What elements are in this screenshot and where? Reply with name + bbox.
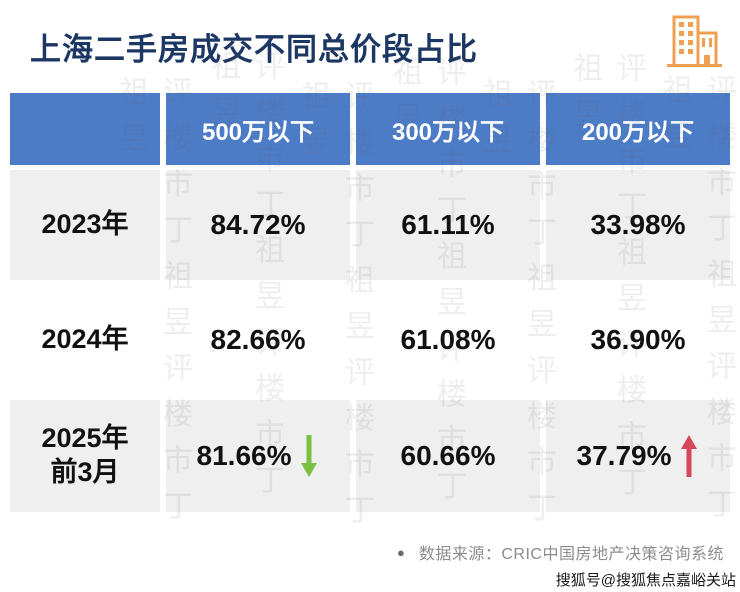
data-source-note: ● 数据来源：CRIC中国房地产决策咨询系统 bbox=[397, 540, 724, 564]
value-2025-under-300: 60.66% bbox=[400, 440, 496, 471]
table-cell: 33.98% bbox=[546, 170, 730, 280]
table-row-label: 2023年 bbox=[10, 170, 160, 280]
table-corner-cell bbox=[10, 93, 160, 165]
row-label-2023: 2023年 bbox=[41, 209, 129, 240]
value-2025-under-200: 37.79% bbox=[576, 440, 672, 471]
row-label-2025: 2025年 前3月 bbox=[41, 423, 129, 487]
header: 上海二手房成交不同总价段占比 bbox=[30, 10, 726, 72]
value-2025-under-500: 81.66% bbox=[196, 440, 292, 471]
value-with-trend: 37.79% bbox=[577, 433, 700, 479]
up-arrow-icon bbox=[681, 435, 698, 477]
table-cell: 61.08% bbox=[356, 285, 540, 395]
row-label-2024: 2024年 bbox=[41, 324, 129, 355]
sohu-account-badge: 搜狐号@搜狐焦点嘉峪关站 bbox=[555, 572, 736, 589]
down-arrow-icon bbox=[301, 435, 318, 477]
table-cell: 61.11% bbox=[356, 170, 540, 280]
column-header-under-300: 300万以下 bbox=[356, 93, 540, 165]
table-row-label: 2025年 前3月 bbox=[10, 400, 160, 512]
table-cell: 84.72% bbox=[166, 170, 350, 280]
table-row-label: 2024年 bbox=[10, 285, 160, 395]
bullet-icon: ● bbox=[397, 544, 405, 560]
price-segment-table: 500万以下 300万以下 200万以下 2023年 84.72% 61.11%… bbox=[10, 93, 730, 512]
table-cell: 60.66% bbox=[356, 400, 540, 512]
table-cell: 37.79% bbox=[546, 400, 730, 512]
value-with-trend: 81.66% bbox=[197, 433, 320, 479]
column-header-under-500: 500万以下 bbox=[166, 93, 350, 165]
table-cell: 36.90% bbox=[546, 285, 730, 395]
value-2023-under-200: 33.98% bbox=[590, 209, 686, 240]
value-2024-under-500: 82.66% bbox=[210, 324, 306, 355]
value-2024-under-300: 61.08% bbox=[400, 324, 496, 355]
page-title: 上海二手房成交不同总价段占比 bbox=[30, 32, 478, 67]
source-text: 数据来源：CRIC中国房地产决策咨询系统 bbox=[418, 546, 724, 563]
value-2024-under-200: 36.90% bbox=[590, 324, 686, 355]
column-header-under-200: 200万以下 bbox=[546, 93, 730, 165]
building-icon bbox=[662, 10, 726, 72]
value-2023-under-300: 61.11% bbox=[401, 209, 495, 240]
table-cell: 82.66% bbox=[166, 285, 350, 395]
value-2023-under-500: 84.72% bbox=[210, 209, 306, 240]
table-cell: 81.66% bbox=[166, 400, 350, 512]
